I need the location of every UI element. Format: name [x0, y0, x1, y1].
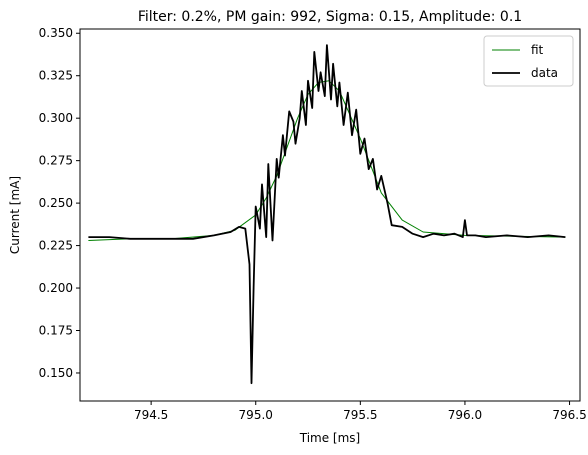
x-tick-label: 796.0 [448, 408, 482, 422]
y-tick-label: 0.350 [39, 26, 73, 40]
y-axis-ticks: 0.150 0.175 0.200 0.225 0.250 0.275 0.300 0.325… [39, 26, 80, 380]
legend-label-fit: fit [531, 43, 544, 57]
y-tick-label: 0.275 [39, 154, 73, 168]
y-tick-label: 0.175 [39, 324, 73, 338]
y-tick-label: 0.150 [39, 366, 73, 380]
chart-title: Filter: 0.2%, PM gain: 992, Sigma: 0.15,… [138, 9, 522, 25]
y-tick-label: 0.225 [39, 239, 73, 253]
series-line-data [88, 44, 566, 385]
plot-frame [79, 28, 581, 402]
x-tick-label: 795.0 [239, 408, 273, 422]
y-axis-label: Current [mA] [8, 176, 22, 254]
x-tick-label: 794.5 [134, 408, 168, 422]
legend-box [483, 35, 574, 87]
legend: fit data [483, 35, 574, 87]
plot-lines [88, 44, 566, 385]
legend-label-data: data [531, 66, 558, 80]
x-axis-label: Time [ms] [299, 431, 361, 445]
y-tick-label: 0.250 [39, 196, 73, 210]
y-tick-label: 0.325 [39, 69, 73, 83]
x-tick-label: 795.5 [343, 408, 377, 422]
x-tick-label: 796.5 [552, 408, 586, 422]
x-axis-ticks: 794.5 795.0 795.5 796.0 796.5 [134, 401, 587, 422]
y-tick-label: 0.200 [39, 281, 73, 295]
y-tick-label: 0.300 [39, 111, 73, 125]
